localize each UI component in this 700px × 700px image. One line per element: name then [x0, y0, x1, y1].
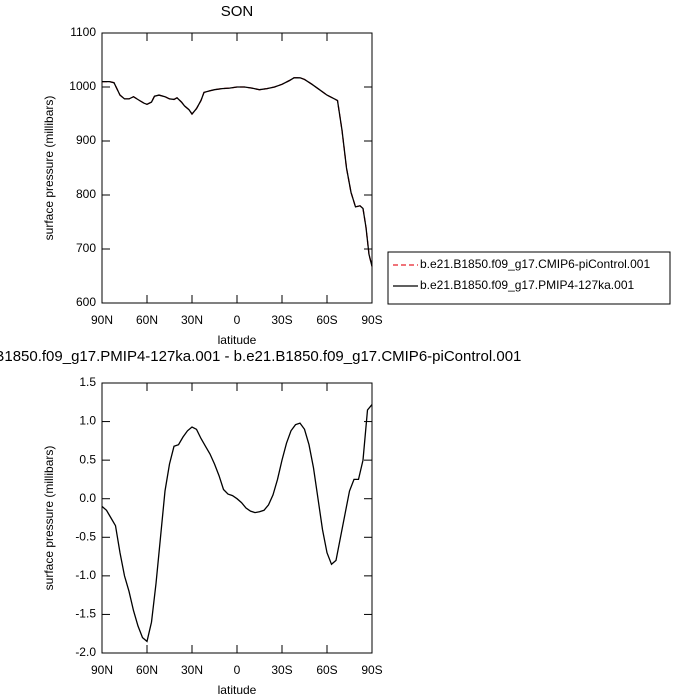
- x-tick-label: 60N: [136, 313, 158, 327]
- y-tick-label: 0.5: [79, 452, 96, 466]
- x-tick-label: 60N: [136, 663, 158, 677]
- x-axis-label: latitude: [218, 683, 257, 697]
- data-line: [101, 404, 373, 643]
- data-line: [102, 77, 373, 267]
- y-tick-label: 600: [76, 295, 96, 309]
- x-tick-label: 90N: [91, 313, 113, 327]
- legend-box: [387, 251, 671, 305]
- y-tick-label: -1.5: [75, 607, 96, 621]
- x-tick-label: 90S: [361, 663, 382, 677]
- y-tick-label: 900: [76, 133, 96, 147]
- x-tick-label: 0: [234, 663, 241, 677]
- y-axis-label: surface pressure (millibars): [42, 96, 56, 241]
- x-tick-label: 30N: [181, 313, 203, 327]
- x-tick-label: 30S: [271, 663, 292, 677]
- x-tick-label: 30S: [271, 313, 292, 327]
- legend-label: b.e21.B1850.f09_g17.CMIP6-piControl.001: [420, 257, 650, 271]
- x-tick-label: 0: [234, 313, 241, 327]
- x-tick-label: 60S: [316, 663, 337, 677]
- x-tick-label: 90S: [361, 313, 382, 327]
- chart-title: SON: [221, 3, 254, 20]
- y-tick-label: 800: [76, 187, 96, 201]
- plot-frame: [101, 382, 373, 654]
- y-tick-label: 700: [76, 241, 96, 255]
- x-tick-label: 90N: [91, 663, 113, 677]
- data-line: [102, 77, 373, 267]
- y-tick-label: -0.5: [75, 529, 96, 543]
- x-axis-label: latitude: [218, 333, 257, 347]
- y-tick-label: 1000: [69, 79, 96, 93]
- y-axis-label: surface pressure (millibars): [42, 446, 56, 591]
- legend-label: b.e21.B1850.f09_g17.PMIP4-127ka.001: [420, 278, 634, 292]
- x-tick-label: 60S: [316, 313, 337, 327]
- x-tick-label: 30N: [181, 663, 203, 677]
- y-tick-label: -1.0: [75, 568, 96, 582]
- y-tick-label: 0.0: [79, 491, 96, 505]
- y-tick-label: 1.0: [79, 414, 96, 428]
- y-tick-label: 1100: [70, 25, 96, 39]
- y-tick-label: -2.0: [75, 645, 96, 659]
- chart-title: b.e21.B1850.f09_g17.PMIP4-127ka.001 - b.…: [0, 348, 521, 365]
- y-tick-label: 1.5: [79, 375, 96, 389]
- plot-frame: [101, 32, 373, 304]
